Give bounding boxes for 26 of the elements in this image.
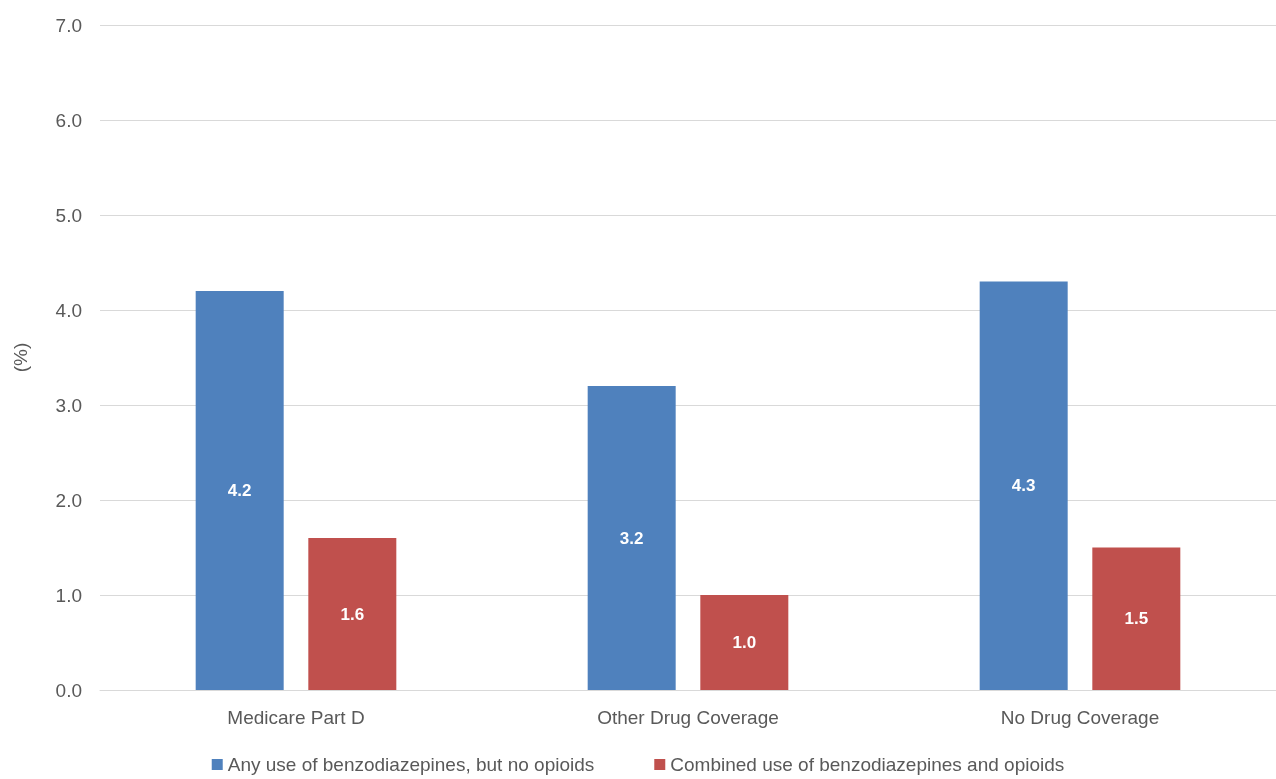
bar [587, 386, 676, 690]
data-label: 1.0 [732, 633, 757, 652]
data-label: 3.2 [619, 528, 644, 548]
bar [979, 281, 1068, 690]
bar [195, 291, 284, 690]
y-axis-title: (%) [10, 342, 31, 373]
bar [308, 538, 397, 690]
x-tick-label: No Drug Coverage [1000, 707, 1160, 728]
data-label: 4.3 [1011, 476, 1036, 496]
bar [700, 595, 789, 690]
x-tick-label: Medicare Part D [227, 707, 365, 728]
y-tick-label: 7.0 [55, 14, 82, 36]
legend-label: Any use of benzodiazepines, but no opioids [227, 754, 595, 775]
y-tick-label: 3.0 [55, 394, 82, 416]
data-label: 1.6 [340, 604, 365, 624]
legend-label: Combined use of benzodiazepines and opioids [670, 754, 1065, 775]
y-tick-label: 4.0 [55, 299, 82, 321]
y-tick-label: 1.0 [55, 584, 82, 606]
bar [1092, 547, 1181, 690]
data-label: 4.2 [227, 481, 252, 500]
y-tick-label: 6.0 [55, 109, 82, 131]
y-tick-label: 0.0 [55, 679, 82, 701]
y-tick-label: 2.0 [55, 489, 82, 511]
y-tick-label: 5.0 [55, 204, 82, 226]
data-label: 1.5 [1124, 609, 1149, 629]
x-tick-label: Other Drug Coverage [597, 707, 779, 728]
